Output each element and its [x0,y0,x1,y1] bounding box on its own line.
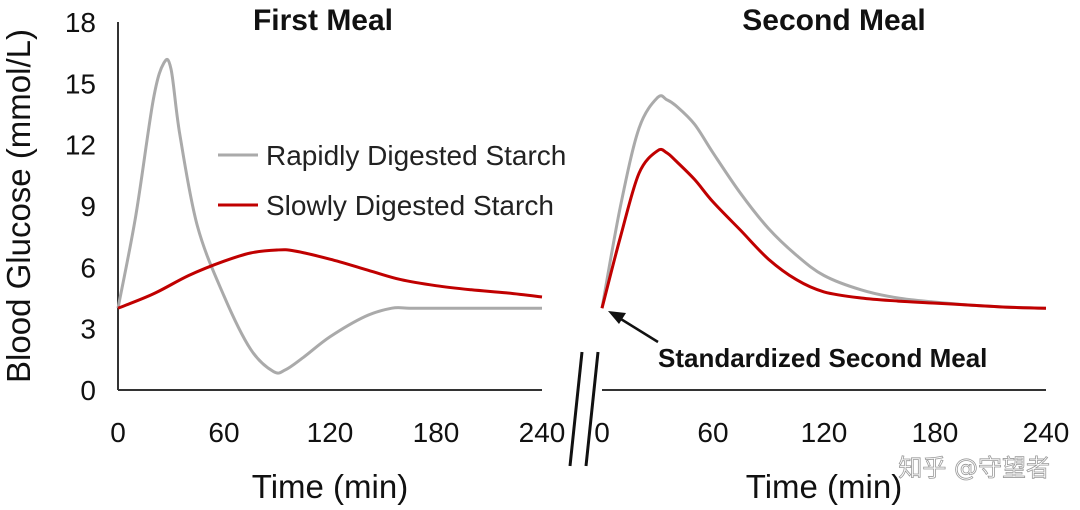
y-tick-label: 9 [80,191,96,222]
x-tick-label: 120 [307,417,354,448]
series-line-slow-second-meal [600,147,1047,310]
series-line-slow-first-meal [117,248,543,310]
annotation-standardized-second-meal: Standardized Second Meal [658,343,987,373]
annotation-arrow-shaft [615,314,659,344]
panel-title-second: Second Meal [742,4,925,37]
x-axis-title-second: Time (min) [746,468,902,505]
axis-break-mark [584,351,600,467]
series-line-rapid-first-meal [116,57,542,375]
watermark: 知乎 @守望者 [898,454,1050,482]
y-axis-title: Blood Glucose (mmol/L) [0,29,37,383]
x-tick-label: 0 [110,417,126,448]
y-tick-label: 15 [65,68,96,99]
y-tick-label: 12 [65,130,96,161]
y-tick-label: 6 [80,252,96,283]
y-tick-label: 0 [80,375,96,406]
x-tick-label: 120 [801,417,848,448]
legend-label-rapid: Rapidly Digested Starch [266,140,566,171]
x-tick-label: 60 [697,417,728,448]
legend-label-slow: Slowly Digested Starch [266,190,554,221]
x-tick-label: 240 [519,417,566,448]
x-tick-label: 240 [1023,417,1070,448]
series-line-rapid-second-meal [600,94,1047,310]
x-tick-label: 180 [912,417,959,448]
y-tick-label: 3 [80,314,96,345]
x-axis-title-first: Time (min) [252,468,408,505]
y-tick-label: 18 [65,7,96,38]
panel-title-first: First Meal [253,4,393,37]
axis-break-mark [568,351,584,467]
x-tick-label: 0 [594,417,610,448]
annotation-arrow-head [608,311,626,324]
x-tick-label: 60 [208,417,239,448]
x-tick-label: 180 [413,417,460,448]
